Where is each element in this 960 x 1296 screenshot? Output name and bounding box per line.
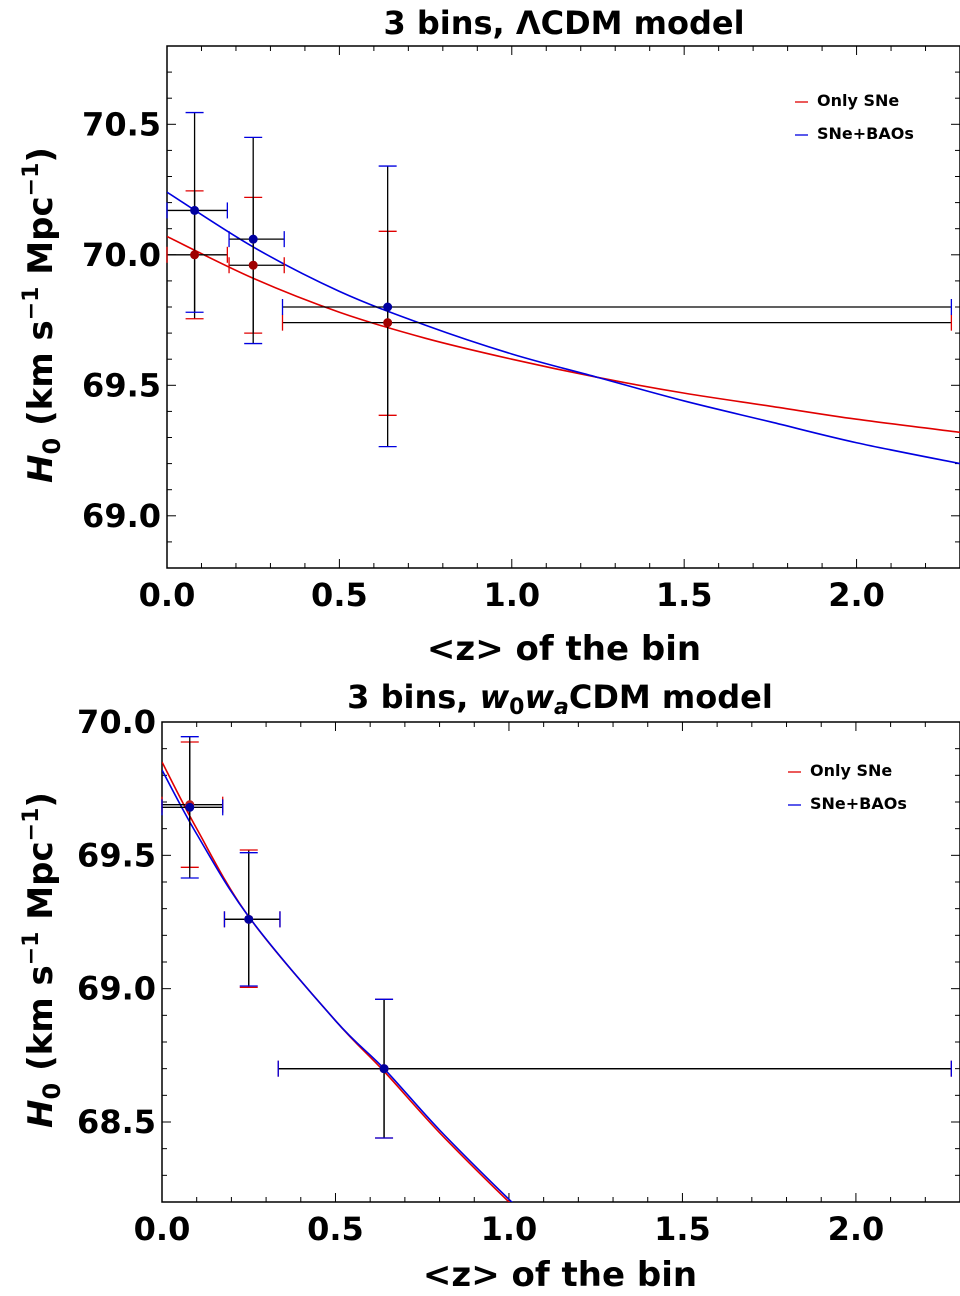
legend-label: SNe+BAOs [810, 794, 907, 813]
x-tick-label: 1.5 [656, 576, 713, 614]
chart-w0wacdm: 3 bins, w0waCDM model 0.0 0.5 1.0 1.5 2.0 68… [19, 678, 960, 1295]
data-point [383, 318, 392, 327]
data-point [380, 1064, 389, 1073]
x-tick-label: 0.0 [139, 576, 196, 614]
fit-curve-only-sne [162, 762, 519, 1210]
x-tick-label: 1.0 [483, 576, 540, 614]
data-point [249, 261, 258, 270]
y-tick-label: 69.0 [77, 970, 156, 1008]
data-point [185, 803, 194, 812]
y-tick-labels: 68.5 69.0 69.5 70.0 [77, 703, 156, 1141]
x-tick-label: 0.5 [311, 576, 368, 614]
y-axis-label: H0 (km s−1 Mpc−1) [19, 147, 66, 483]
chart-title: 3 bins, ΛCDM model [383, 4, 744, 42]
fit-curves [162, 762, 519, 1210]
x-tick-label: 1.0 [481, 1210, 538, 1248]
fit-curve-sne-baos [162, 770, 519, 1208]
data-point [190, 250, 199, 259]
data-point [383, 303, 392, 312]
x-tick-label: 0.5 [307, 1210, 364, 1248]
y-tick-labels: 69.0 69.5 70.0 70.5 [82, 105, 161, 535]
x-axis-label: <z> of the bin [423, 1255, 697, 1295]
y-axis-label: H0 (km s−1 Mpc−1) [19, 792, 66, 1128]
fit-curve-sne-baos [167, 192, 960, 463]
legend: Only SNe SNe+BAOs [788, 761, 907, 813]
data-point [249, 235, 258, 244]
data-points [190, 206, 392, 327]
x-tick-label: 1.5 [654, 1210, 711, 1248]
x-tick-label: 2.0 [828, 1210, 885, 1248]
x-tick-labels: 0.0 0.5 1.0 1.5 2.0 [134, 1210, 885, 1248]
y-tick-label: 70.5 [82, 105, 161, 143]
y-tick-label: 68.5 [77, 1103, 156, 1141]
x-tick-labels: 0.0 0.5 1.0 1.5 2.0 [139, 576, 885, 614]
y-tick-label: 70.0 [77, 703, 156, 741]
x-tick-label: 0.0 [134, 1210, 191, 1248]
y-tick-label: 70.0 [82, 236, 161, 274]
y-tick-label: 69.5 [82, 366, 161, 404]
x-axis-label: <z> of the bin [427, 629, 701, 669]
error-bars [167, 113, 951, 447]
y-tick-label: 69.0 [82, 497, 161, 535]
chart-lcdm: 3 bins, ΛCDM model 0.0 0.5 1.0 1.5 2.0 69.06… [19, 4, 960, 669]
x-tick-label: 2.0 [828, 576, 885, 614]
data-points [185, 800, 388, 1073]
legend: Only SNe SNe+BAOs [795, 91, 914, 143]
data-point [244, 915, 253, 924]
chart-title: 3 bins, w0waCDM model [347, 678, 773, 720]
data-point [190, 206, 199, 215]
legend-label: Only SNe [817, 91, 899, 110]
legend-label: Only SNe [810, 761, 892, 780]
fit-curves [167, 192, 960, 463]
y-tick-label: 69.5 [77, 836, 156, 874]
legend-label: SNe+BAOs [817, 124, 914, 143]
